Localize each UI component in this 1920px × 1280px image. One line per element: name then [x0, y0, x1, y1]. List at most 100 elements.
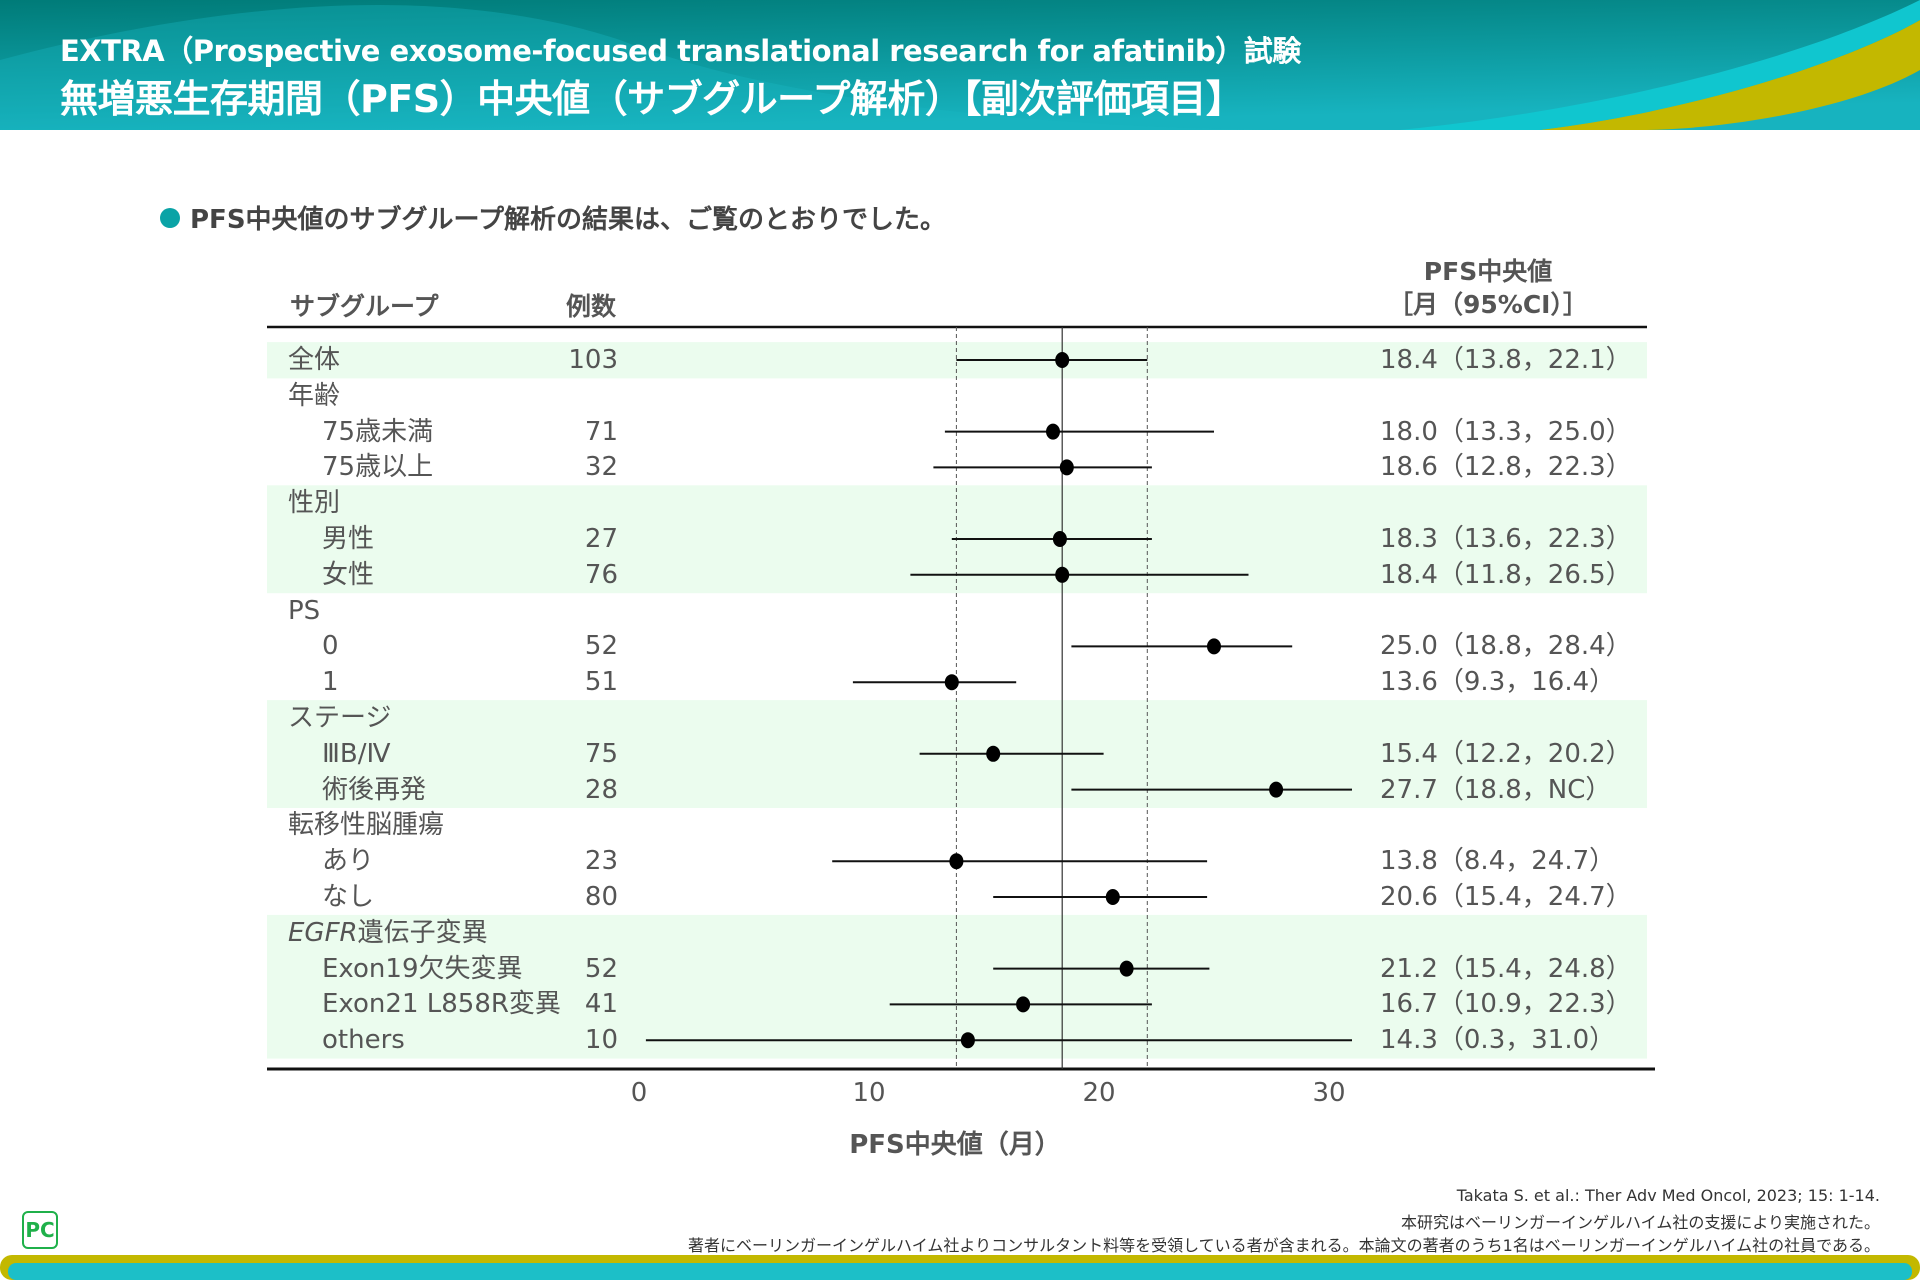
median-point	[1052, 531, 1067, 547]
subgroup-label: 女性	[322, 562, 374, 588]
funding-note: 本研究はベーリンガーインゲルハイム社の支援により実施された。	[1400, 1213, 1880, 1232]
pfs-ci-text: 13.8（8.4，24.7）	[1380, 846, 1616, 877]
subgroup-label-text: 性別	[288, 488, 341, 519]
x-axis-title: PFS中央値（月）	[849, 1130, 1061, 1160]
coi-note: 著者にベーリンガーインゲルハイム社よりコンサルタント料等を受領している者が含まれ…	[688, 1236, 1880, 1255]
pfs-ci-text: 20.6（15.4，24.7）	[1380, 882, 1632, 912]
row-band	[267, 950, 1647, 987]
subgroup-label-text: 75歳以上	[322, 452, 434, 483]
subgroup-label-text: ステージ	[288, 703, 392, 733]
subgroup-label-text: 男性	[322, 524, 375, 554]
subgroup-label-text: 1	[322, 667, 339, 698]
subgroup-label-text: 女性	[322, 559, 375, 590]
pfs-ci-text: 16.7（10.9，22.3）	[1380, 989, 1632, 1020]
median-point	[1119, 960, 1134, 977]
row-band	[267, 914, 1647, 952]
subgroup-label: Exon19欠失変異	[322, 956, 523, 982]
subgroup-label: 年齢	[288, 383, 340, 409]
bottom-band	[0, 1255, 1920, 1280]
subgroup-label: Exon21 L858R変異	[322, 991, 561, 1017]
pfs-ci-text: 14.3（0.3，31.0）	[1380, 1025, 1616, 1056]
subgroup-label-text: ⅢB/Ⅳ	[322, 738, 391, 769]
citation: Takata S. et al.: Ther Adv Med Oncol, 20…	[1456, 1186, 1880, 1205]
median-point	[944, 674, 959, 691]
median-point	[1016, 996, 1031, 1013]
median-point	[986, 745, 1001, 762]
subgroup-label-text: PS	[288, 595, 321, 626]
subgroup-label: 男性	[322, 526, 374, 552]
median-point	[1105, 889, 1120, 905]
row-band	[267, 700, 1647, 737]
pfs-ci-text: 18.4（11.8，26.5）	[1380, 559, 1632, 590]
subgroup-label: PS	[288, 598, 320, 624]
subgroup-label: 術後再発	[322, 777, 426, 803]
median-point	[960, 1032, 975, 1049]
subgroup-label: なし	[322, 884, 374, 910]
n-value: 71	[584, 416, 618, 447]
row-band	[267, 771, 1647, 808]
row-band	[267, 485, 1647, 522]
median-point	[1046, 423, 1060, 440]
col-header-pfs-unit: ［月（95%CI）］	[1388, 290, 1588, 319]
subgroup-label-text: others	[322, 1025, 405, 1056]
subgroup-label-text: 遺伝子変異	[357, 917, 488, 948]
pfs-ci-text: 18.3（13.6，22.3）	[1380, 524, 1632, 554]
lead-text: PFS中央値のサブグループ解析の結果は、ご覧のとおりでした。	[160, 199, 946, 236]
x-tick-label: 20	[1082, 1078, 1116, 1108]
subgroup-label: ステージ	[288, 705, 391, 731]
subgroup-label: 性別	[288, 490, 340, 516]
logo: PC	[22, 1211, 58, 1249]
n-value: 103	[568, 345, 618, 375]
n-value: 75	[584, 738, 618, 769]
n-value: 52	[584, 953, 618, 984]
x-tick-label: 10	[852, 1078, 886, 1108]
lead-label: PFS中央値のサブグループ解析の結果は、ご覧のとおりでした。	[190, 205, 946, 235]
pfs-ci-text: 21.2（15.4，24.8）	[1380, 953, 1632, 984]
x-tick-label: 30	[1312, 1078, 1346, 1108]
col-header-subgroup: サブグループ	[290, 292, 439, 321]
header-banner: EXTRA（Prospective exosome-focused transl…	[0, 0, 1920, 130]
n-value: 23	[584, 846, 618, 877]
pfs-ci-text: 18.6（12.8，22.3）	[1380, 452, 1632, 483]
subgroup-label: others	[322, 1027, 405, 1053]
col-header-n: 例数	[566, 292, 617, 321]
pfs-ci-text: 15.4（12.2，20.2）	[1380, 738, 1632, 769]
bullet-icon	[160, 207, 180, 228]
subgroup-label: あり	[322, 848, 374, 874]
n-value: 52	[584, 631, 618, 662]
header-background	[0, 0, 1920, 130]
pfs-ci-text: 27.7（18.8，NC）	[1380, 774, 1612, 805]
col-header-pfs: PFS中央値	[1423, 257, 1553, 286]
n-value: 10	[584, 1025, 618, 1056]
subgroup-label-text: 全体	[288, 345, 341, 375]
subgroup-label: 1	[322, 669, 339, 695]
subgroup-label: ⅢB/Ⅳ	[322, 741, 391, 767]
n-value: 41	[584, 989, 618, 1020]
subgroup-label-text: Exon19欠失変異	[322, 953, 523, 984]
n-value: 80	[584, 882, 618, 912]
median-point	[1059, 459, 1074, 476]
median-point	[1207, 638, 1221, 655]
pfs-ci-text: 25.0（18.8，28.4）	[1380, 631, 1632, 662]
median-point	[1269, 781, 1284, 798]
pfs-ci-text: 13.6（9.3，16.4）	[1380, 667, 1616, 698]
subgroup-label: EGFR遺伝子変異	[288, 920, 488, 946]
n-value: 76	[584, 559, 618, 590]
subgroup-label-text: 術後再発	[322, 774, 427, 805]
pfs-ci-text: 18.0（13.3，25.0）	[1380, 416, 1632, 447]
subgroup-label: 0	[322, 633, 339, 659]
n-value: 27	[584, 524, 618, 554]
subgroup-label-text: 0	[322, 631, 339, 662]
subgroup-label-text: 年齢	[288, 380, 341, 411]
median-point	[1055, 352, 1070, 368]
study-title: EXTRA（Prospective exosome-focused transl…	[60, 34, 1301, 68]
median-point	[949, 853, 964, 870]
x-tick-label: 0	[630, 1078, 648, 1108]
subgroup-label-italic: EGFR	[288, 917, 358, 948]
subgroup-label-text: Exon21 L858R変異	[322, 989, 561, 1020]
n-value: 32	[584, 452, 618, 483]
subgroup-label: 転移性脳腫瘍	[288, 812, 444, 838]
n-value: 51	[584, 667, 618, 698]
subgroup-label-text: 75歳未満	[322, 416, 434, 447]
